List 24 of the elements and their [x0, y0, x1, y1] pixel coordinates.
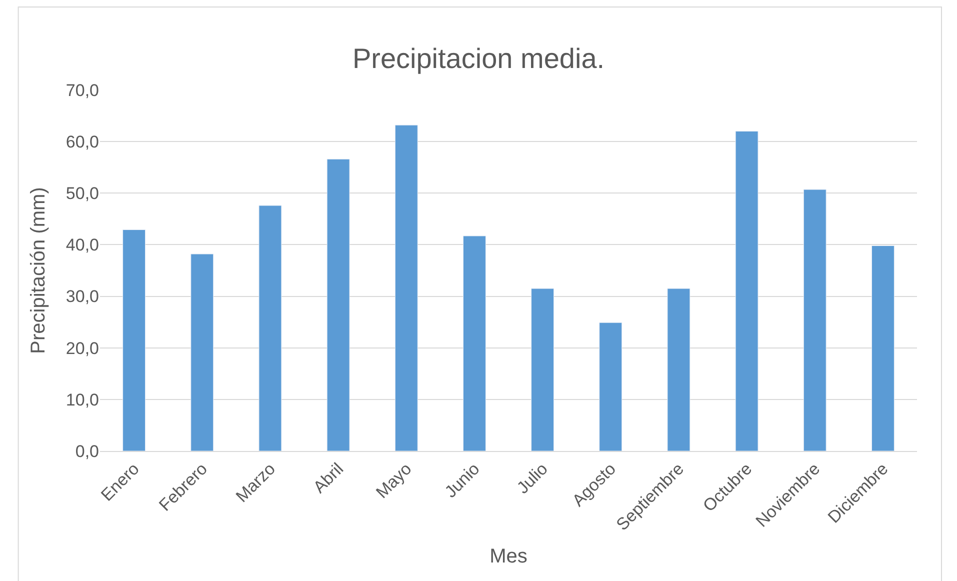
bar: [122, 230, 146, 451]
bar: [326, 158, 350, 451]
bar: [190, 254, 214, 451]
x-axis-title: Mes: [490, 546, 528, 568]
bar: [871, 246, 894, 451]
y-tick-label: 40,0: [66, 236, 99, 255]
y-axis-title: Precipitación (mm): [27, 187, 50, 354]
chart-title: Precipitacion media.: [352, 42, 605, 74]
y-tick-label: 30,0: [66, 287, 99, 306]
bar: [394, 124, 418, 451]
y-tick-label: 0,0: [75, 442, 99, 461]
y-tick-label: 60,0: [66, 132, 99, 152]
bar: [667, 288, 690, 451]
bar: [531, 288, 554, 451]
bar: [599, 322, 622, 451]
bar: [735, 131, 758, 451]
bar: [462, 236, 486, 451]
bar: [258, 205, 282, 451]
y-tick-label: 70,0: [66, 80, 99, 100]
y-tick-label: 10,0: [66, 390, 99, 410]
y-tick-label: 20,0: [66, 338, 99, 358]
bar: [803, 189, 826, 451]
y-tick-label: 50,0: [66, 184, 99, 204]
x-tick-label: Julio: [513, 459, 552, 498]
